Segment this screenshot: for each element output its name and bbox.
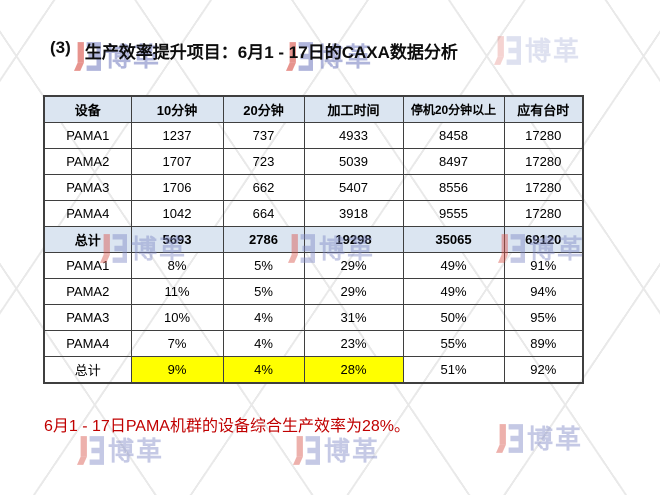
table-cell: 5% (222, 278, 305, 305)
header-row: 设备 10分钟 20分钟 加工时间 停机20分钟以上 应有台时 (43, 95, 584, 123)
table-cell: 1237 (130, 122, 224, 149)
table-cell: 17280 (503, 122, 584, 149)
bogee-logo-icon (496, 424, 523, 453)
table-cell: 95% (503, 304, 584, 331)
table-cell: 2786 (222, 226, 305, 253)
table-cell: 9555 (402, 200, 505, 227)
table-cell: 23% (303, 330, 404, 357)
title-text: 生产效率提升项目：6月1 - 17日的CAXA数据分析 (84, 43, 458, 62)
row-label: 总计 (43, 356, 132, 384)
watermark-logo: 博革 (77, 436, 164, 465)
table-cell: 89% (503, 330, 584, 357)
table-cell: 8% (130, 252, 224, 279)
watermark-logo: 博革 (293, 436, 380, 465)
table-cell: 4% (222, 304, 305, 331)
title-number: (3) (50, 38, 71, 57)
row-label: PAMA1 (43, 122, 132, 149)
conclusion-note: 6月1 - 17日PAMA机群的设备综合生产效率为28%。 (44, 418, 410, 435)
slide-title: (3) 生产效率提升项目：6月1 - 17日的CAXA数据分析 (50, 38, 458, 63)
table-cell: 8458 (402, 122, 505, 149)
table-cell: 4933 (303, 122, 404, 149)
bogee-logo-icon (293, 436, 320, 465)
table-cell: 7% (130, 330, 224, 357)
table-cell: 29% (303, 278, 404, 305)
table-cell: 664 (222, 200, 305, 227)
table-cell: 35065 (402, 226, 505, 253)
column-header: 应有台时 (503, 95, 584, 123)
table-cell: 31% (303, 304, 404, 331)
table-cell: 11% (130, 278, 224, 305)
column-header: 20分钟 (222, 95, 305, 123)
table-cell: 1706 (130, 174, 224, 201)
table-row: PAMA4 1042 664 3918 9555 17280 (43, 200, 584, 227)
row-label: PAMA4 (43, 330, 132, 357)
watermark-logo: 博革 (496, 424, 583, 453)
table-cell: 4% (222, 330, 305, 357)
table-row: PAMA1 1237 737 4933 8458 17280 (43, 122, 584, 149)
total-percent-row: 总计 9% 4% 28% 51% 92% (43, 356, 584, 384)
table-cell: 8497 (402, 148, 505, 175)
table-cell: 92% (503, 356, 584, 384)
row-label: PAMA1 (43, 252, 132, 279)
row-label: PAMA2 (43, 148, 132, 175)
highlighted-cell: 4% (222, 356, 305, 384)
bogee-logo-icon (494, 36, 521, 65)
table-cell: 55% (402, 330, 505, 357)
highlighted-cell: 28% (303, 356, 404, 384)
table-row: PAMA2 11% 5% 29% 49% 94% (43, 278, 584, 305)
table-cell: 10% (130, 304, 224, 331)
table-cell: 1707 (130, 148, 224, 175)
table-cell: 5693 (130, 226, 224, 253)
row-label: PAMA3 (43, 174, 132, 201)
row-label: 总计 (43, 226, 132, 253)
table-cell: 49% (402, 252, 505, 279)
table-cell: 69120 (503, 226, 584, 253)
bogee-logo-icon (77, 436, 104, 465)
row-label: PAMA4 (43, 200, 132, 227)
column-header: 设备 (43, 95, 132, 123)
table-cell: 19298 (303, 226, 404, 253)
watermark-text: 博革 (324, 435, 381, 466)
watermark-logo: 博革 (494, 36, 581, 65)
table-row: PAMA1 8% 5% 29% 49% 91% (43, 252, 584, 279)
table-cell: 8556 (402, 174, 505, 201)
table-row: PAMA3 10% 4% 31% 50% 95% (43, 304, 584, 331)
caxa-data-table: 设备 10分钟 20分钟 加工时间 停机20分钟以上 应有台时 PAMA1 12… (43, 95, 584, 384)
total-row: 总计 5693 2786 19298 35065 69120 (43, 226, 584, 253)
highlighted-cell: 9% (130, 356, 224, 384)
table-cell: 5% (222, 252, 305, 279)
table-cell: 17280 (503, 174, 584, 201)
table-cell: 51% (402, 356, 505, 384)
table-cell: 29% (303, 252, 404, 279)
row-label: PAMA3 (43, 304, 132, 331)
table-row: PAMA2 1707 723 5039 8497 17280 (43, 148, 584, 175)
table-cell: 49% (402, 278, 505, 305)
table-row: PAMA4 7% 4% 23% 55% 89% (43, 330, 584, 357)
table-cell: 91% (503, 252, 584, 279)
table-cell: 17280 (503, 148, 584, 175)
table-cell: 94% (503, 278, 584, 305)
column-header: 10分钟 (130, 95, 224, 123)
table-cell: 737 (222, 122, 305, 149)
table-cell: 50% (402, 304, 505, 331)
watermark-text: 博革 (525, 35, 582, 66)
table-cell: 662 (222, 174, 305, 201)
column-header: 停机20分钟以上 (402, 95, 505, 123)
table-cell: 1042 (130, 200, 224, 227)
table-cell: 5407 (303, 174, 404, 201)
table-cell: 3918 (303, 200, 404, 227)
watermark-text: 博革 (108, 435, 165, 466)
table-row: PAMA3 1706 662 5407 8556 17280 (43, 174, 584, 201)
table-cell: 723 (222, 148, 305, 175)
table-cell: 5039 (303, 148, 404, 175)
column-header: 加工时间 (303, 95, 404, 123)
table-cell: 17280 (503, 200, 584, 227)
row-label: PAMA2 (43, 278, 132, 305)
watermark-text: 博革 (527, 423, 584, 454)
